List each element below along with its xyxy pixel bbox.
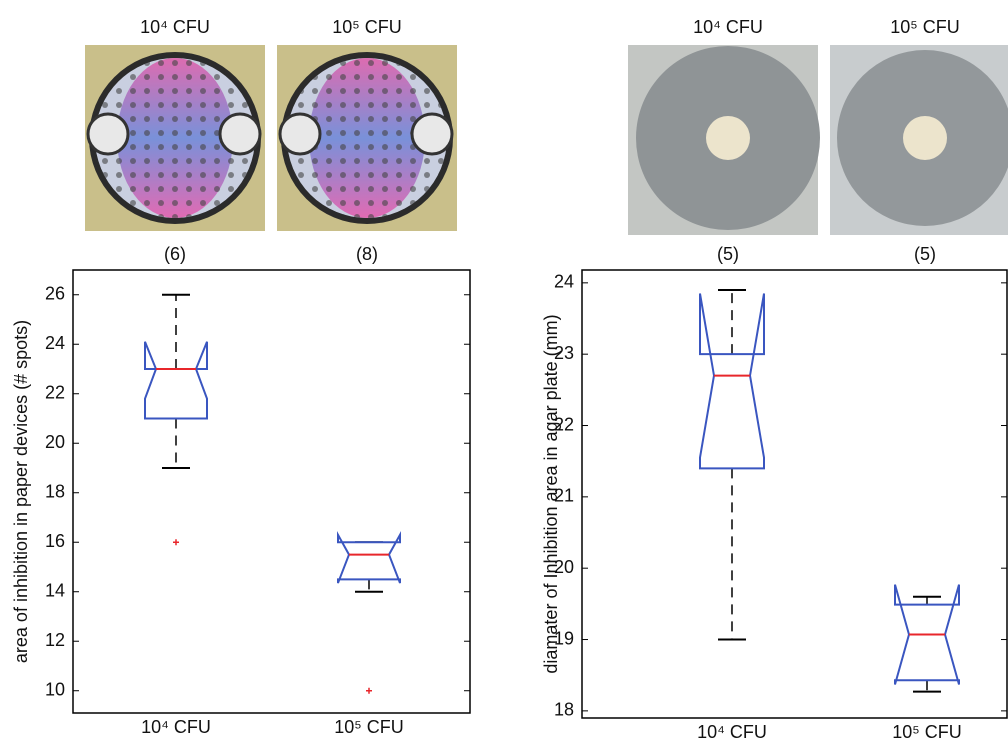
photo-paper-2 bbox=[277, 45, 457, 231]
y-axis-label: diamater of Inhibition area in agar plat… bbox=[541, 314, 561, 673]
y-tick-label: 12 bbox=[45, 630, 65, 650]
x-tick-label: 10⁵ CFU bbox=[892, 722, 961, 742]
photo-agar-2 bbox=[830, 45, 1008, 235]
photo-label: 10⁴ CFU bbox=[140, 17, 210, 37]
y-tick-label: 18 bbox=[45, 481, 65, 501]
y-tick-label: 10 bbox=[45, 679, 65, 699]
figure: 10 12 14 16 18 20 22 24 26 area of inhibition in … bbox=[0, 0, 1008, 742]
plot-frame bbox=[73, 270, 470, 713]
photo-label: 10⁴ CFU bbox=[693, 17, 763, 37]
y-tick-label: 22 bbox=[45, 382, 65, 402]
count-label: (6) bbox=[164, 244, 186, 264]
notched-box bbox=[145, 342, 207, 419]
outlier bbox=[173, 539, 179, 545]
count-label: (5) bbox=[717, 244, 739, 264]
y-tick-label: 20 bbox=[45, 432, 65, 452]
photo-label: 10⁵ CFU bbox=[890, 17, 959, 37]
notched-box bbox=[338, 535, 400, 583]
page: 10 12 14 16 18 20 22 24 26 area of inhibition in … bbox=[0, 0, 1008, 742]
y-tick-label: 24 bbox=[554, 272, 574, 292]
y-tick-label: 18 bbox=[554, 700, 574, 720]
x-tick-label: 10⁵ CFU bbox=[334, 717, 403, 737]
y-tick-label: 16 bbox=[45, 531, 65, 551]
y-tick-label: 24 bbox=[45, 333, 65, 353]
x-tick-label: 10⁴ CFU bbox=[141, 717, 211, 737]
y-tick-label: 14 bbox=[45, 580, 65, 600]
photo-label: 10⁵ CFU bbox=[332, 17, 401, 37]
photo-agar-1 bbox=[628, 45, 820, 235]
count-label: (8) bbox=[356, 244, 378, 264]
y-axis-label: area of inhibition in paper devices (# s… bbox=[11, 320, 31, 663]
x-tick-label: 10⁴ CFU bbox=[697, 722, 767, 742]
y-tick-label: 26 bbox=[45, 283, 65, 303]
outlier bbox=[366, 688, 372, 694]
count-label: (5) bbox=[914, 244, 936, 264]
photo-paper-1 bbox=[85, 45, 265, 231]
